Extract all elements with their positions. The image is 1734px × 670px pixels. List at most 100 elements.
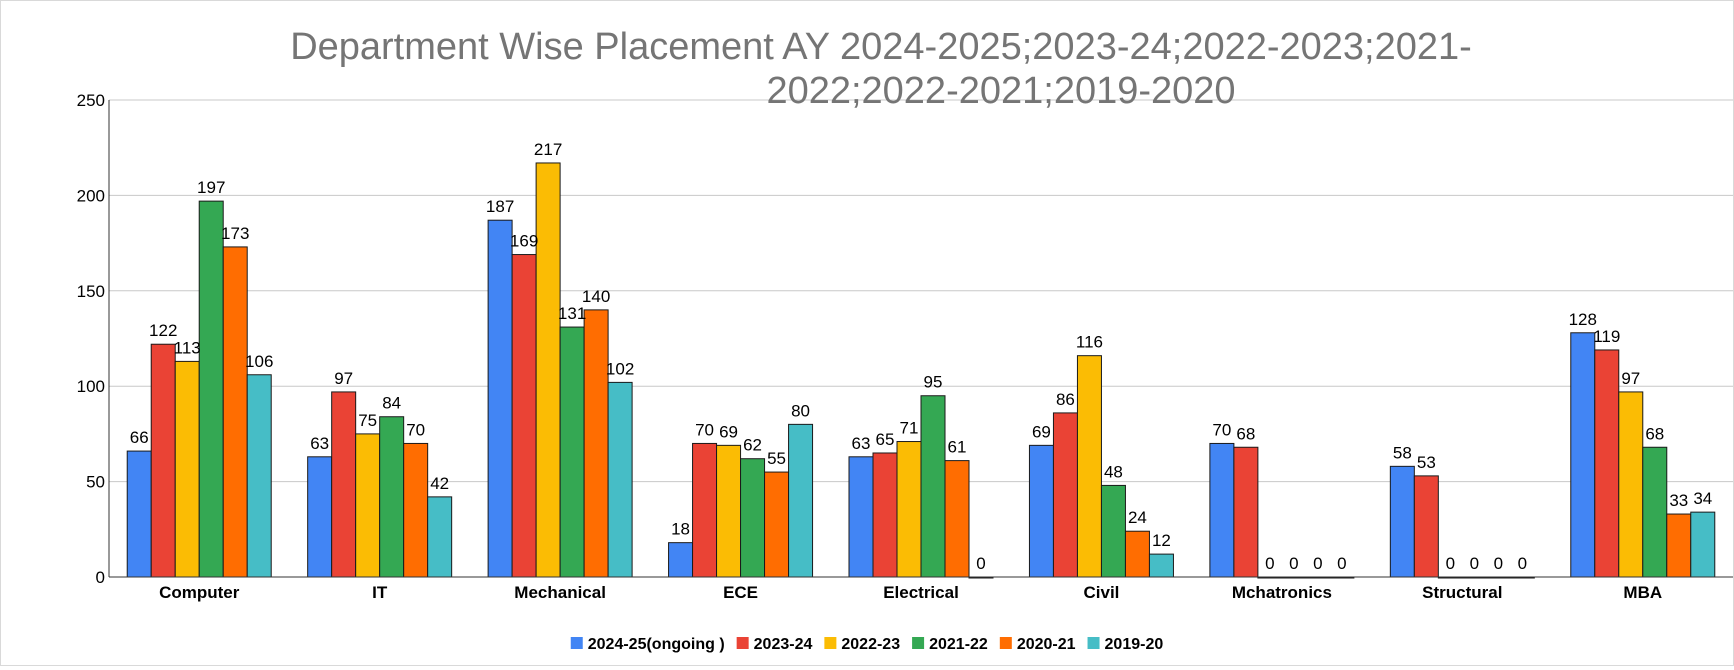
- data-label: 102: [606, 359, 634, 378]
- data-label: 95: [924, 373, 943, 392]
- data-label: 131: [558, 304, 586, 323]
- data-label: 0: [1470, 554, 1479, 573]
- chart-title-line-2: 2022;2022-2021;2019-2020: [766, 70, 1235, 112]
- data-label: 70: [695, 420, 714, 439]
- data-label: 68: [1645, 424, 1664, 443]
- data-label: 48: [1104, 462, 1123, 481]
- bar: [872, 452, 898, 578]
- data-label: 69: [1032, 422, 1051, 441]
- category-label: Mchatronics: [1232, 583, 1332, 602]
- data-label: 70: [406, 420, 425, 439]
- data-label: 61: [948, 438, 967, 457]
- category-label: MBA: [1623, 583, 1662, 602]
- bar: [668, 542, 694, 578]
- bar: [487, 219, 513, 578]
- bar: [307, 456, 333, 578]
- data-label: 217: [534, 140, 562, 159]
- data-label: 63: [852, 434, 871, 453]
- legend-swatch: [912, 637, 925, 649]
- data-label: 0: [1446, 554, 1455, 573]
- legend-label: 2022-23: [841, 636, 900, 653]
- data-label: 119: [1593, 327, 1620, 346]
- legend: 2024-25(ongoing ) 2023-24 2022-23 2021-22 20…: [570, 636, 1163, 653]
- data-label: 71: [900, 419, 919, 438]
- category-labels: Computer IT Mechanical ECE Electrical Civil Mc…: [159, 583, 1662, 602]
- data-label: 69: [719, 422, 738, 441]
- bar: [1413, 475, 1439, 578]
- data-label: 66: [130, 428, 149, 447]
- data-label: 0: [976, 554, 985, 573]
- bar: [150, 343, 176, 578]
- data-label: 86: [1056, 390, 1075, 409]
- category-label: Mechanical: [514, 583, 606, 602]
- data-label: 65: [876, 430, 895, 449]
- category-label: Civil: [1083, 583, 1119, 602]
- legend-swatch: [999, 637, 1012, 649]
- legend-swatch: [736, 637, 749, 649]
- bar: [607, 381, 633, 578]
- category-label: Electrical: [883, 583, 959, 602]
- bar: [944, 460, 970, 578]
- gridlines: [109, 99, 1733, 483]
- bar: [174, 360, 200, 578]
- axes: [108, 100, 1733, 578]
- bar: [1618, 391, 1644, 578]
- bar: [1570, 332, 1596, 578]
- bar: [559, 326, 585, 578]
- legend-label: 2021-22: [929, 636, 988, 653]
- data-label: 97: [1621, 369, 1640, 388]
- bar: [1076, 355, 1102, 578]
- bar: [1389, 465, 1415, 578]
- legend-label: 2023-24: [754, 636, 813, 653]
- bar: [379, 416, 405, 578]
- bar: [403, 442, 429, 578]
- bar: [222, 246, 248, 578]
- bar: [1690, 511, 1716, 578]
- bar: [427, 496, 453, 578]
- data-label: 62: [743, 436, 762, 455]
- data-label: 0: [1518, 554, 1527, 573]
- bar: [331, 391, 357, 578]
- data-label: 55: [767, 449, 786, 468]
- bars: [126, 162, 1716, 579]
- bar: [692, 442, 718, 578]
- category-label: IT: [372, 583, 388, 602]
- data-label: 80: [791, 401, 810, 420]
- bar: [740, 458, 766, 578]
- bar: [764, 471, 790, 578]
- bar: [511, 254, 537, 578]
- data-labels: 6612211319717310663977584704218716921713…: [130, 140, 1712, 573]
- data-label: 84: [382, 394, 401, 413]
- bar: [1209, 442, 1235, 578]
- chart-title-line-1: Department Wise Placement AY 2024-2025;2…: [290, 26, 1472, 68]
- legend-label: 2020-21: [1017, 636, 1076, 653]
- data-label: 75: [358, 411, 377, 430]
- data-label: 58: [1393, 443, 1412, 462]
- y-tick-labels: 0 50 100 150 200 250: [77, 91, 105, 587]
- bar: [716, 444, 742, 578]
- data-label: 0: [1265, 554, 1274, 573]
- bar: [1666, 513, 1692, 578]
- legend-label: 2024-25(ongoing ): [588, 636, 725, 653]
- data-label: 122: [149, 321, 177, 340]
- bar: [1233, 446, 1259, 578]
- y-tick-label: 50: [86, 473, 105, 492]
- data-label: 0: [1494, 554, 1503, 573]
- bar: [198, 200, 224, 578]
- data-label: 18: [671, 520, 690, 539]
- data-label: 0: [1337, 554, 1346, 573]
- y-tick-label: 0: [96, 568, 105, 587]
- bar: [1642, 446, 1668, 578]
- y-tick-label: 250: [77, 91, 105, 110]
- bar: [1052, 412, 1078, 578]
- data-label: 97: [334, 369, 353, 388]
- data-label: 42: [430, 474, 449, 493]
- bar: [1028, 444, 1054, 578]
- data-label: 34: [1693, 489, 1712, 508]
- data-label: 106: [245, 352, 273, 371]
- chart-title: Department Wise Placement AY 2024-2025;2…: [290, 26, 1472, 112]
- legend-swatch: [570, 637, 583, 649]
- bar: [1124, 530, 1150, 578]
- data-label: 197: [197, 178, 225, 197]
